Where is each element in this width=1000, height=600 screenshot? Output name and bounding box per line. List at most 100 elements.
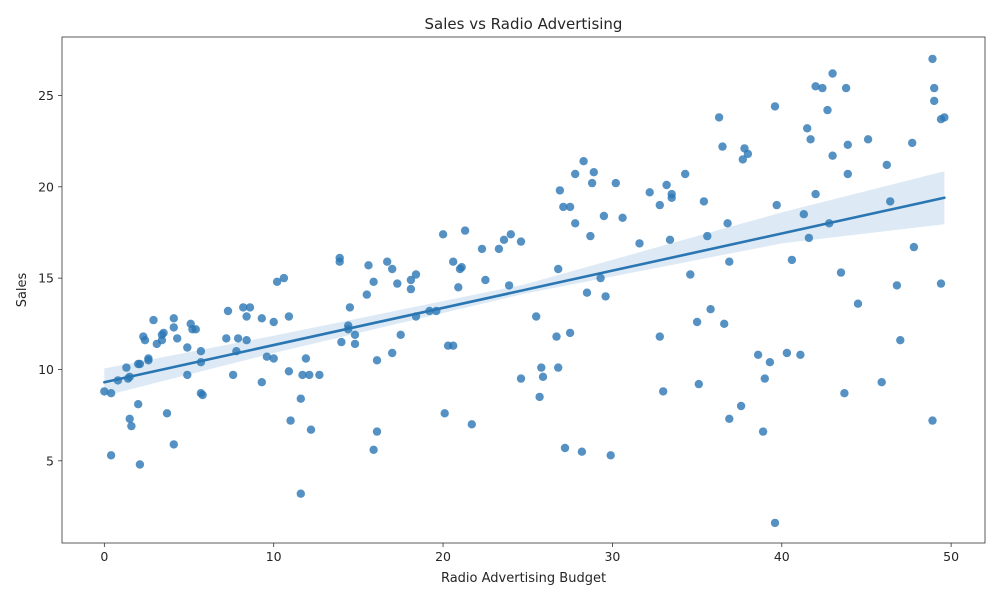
data-point	[169, 440, 178, 449]
data-point	[440, 409, 449, 418]
data-point	[928, 54, 937, 64]
data-point	[350, 339, 360, 349]
data-point	[877, 378, 886, 387]
data-point	[269, 354, 278, 363]
data-point	[896, 336, 905, 345]
data-point	[284, 312, 294, 321]
x-tick-label: 40	[774, 549, 790, 564]
data-point	[930, 96, 939, 106]
data-point	[782, 348, 792, 358]
data-point	[296, 394, 305, 403]
data-point	[606, 451, 615, 460]
data-point	[659, 387, 668, 396]
data-point	[645, 188, 654, 197]
y-tick-label: 20	[38, 179, 54, 194]
data-point	[565, 202, 575, 212]
data-point	[706, 305, 715, 314]
data-point	[315, 370, 324, 380]
data-point	[703, 231, 712, 241]
data-point	[350, 330, 360, 339]
data-point	[372, 427, 382, 436]
x-tick-label: 20	[435, 549, 451, 564]
data-point	[599, 211, 609, 221]
data-point	[135, 460, 145, 469]
data-point	[892, 281, 902, 290]
y-axis-ticks: 5 10 15 20 25	[38, 88, 62, 468]
data-point	[183, 370, 192, 380]
data-point	[863, 135, 873, 144]
data-point	[481, 275, 490, 285]
data-point	[618, 213, 627, 222]
data-point	[494, 244, 504, 254]
data-point	[135, 359, 145, 369]
data-point	[758, 427, 768, 436]
data-point	[222, 334, 231, 343]
data-point	[560, 443, 570, 453]
data-point	[537, 363, 546, 372]
data-point	[228, 370, 238, 380]
data-point	[411, 270, 421, 279]
data-point	[383, 257, 392, 266]
data-point	[535, 392, 544, 402]
data-point	[787, 255, 797, 265]
data-point	[438, 230, 448, 239]
data-point	[586, 231, 595, 241]
data-point	[191, 325, 200, 334]
data-point	[571, 169, 580, 179]
y-tick-label: 15	[38, 271, 54, 286]
data-point	[296, 489, 305, 498]
data-point	[106, 451, 116, 460]
data-point	[272, 277, 282, 286]
data-point	[257, 314, 266, 323]
data-point	[823, 105, 832, 115]
data-point	[811, 82, 820, 91]
data-point	[372, 356, 382, 365]
data-point	[571, 219, 580, 228]
confidence-band	[104, 171, 945, 396]
data-point	[853, 299, 863, 308]
data-points-layer	[100, 54, 949, 528]
data-point	[589, 168, 598, 177]
data-point	[396, 330, 405, 339]
data-point	[449, 341, 458, 350]
data-point	[477, 244, 487, 254]
data-point	[555, 186, 565, 195]
x-tick-label: 10	[266, 549, 282, 564]
data-point	[908, 138, 917, 148]
data-point	[804, 233, 814, 243]
chart-title: Sales vs Radio Advertising	[425, 15, 623, 33]
data-point	[765, 358, 775, 367]
data-point	[803, 124, 812, 133]
data-point	[554, 363, 563, 372]
data-point	[796, 350, 805, 359]
data-point	[611, 178, 620, 188]
x-tick-label: 0	[100, 549, 108, 564]
data-point	[532, 312, 541, 321]
data-point	[596, 273, 605, 283]
data-point	[559, 202, 568, 212]
data-point	[662, 180, 671, 190]
data-point	[454, 283, 463, 292]
confidence-band-layer	[104, 171, 945, 396]
data-point	[714, 113, 724, 122]
data-point	[886, 197, 895, 206]
data-point	[286, 416, 295, 425]
data-point	[169, 323, 178, 332]
data-point	[460, 226, 470, 235]
data-point	[601, 292, 610, 301]
x-tick-label: 30	[604, 549, 620, 564]
data-point	[269, 317, 278, 327]
data-point	[587, 178, 597, 188]
data-point	[930, 83, 939, 93]
data-point	[655, 200, 664, 210]
data-point	[140, 336, 150, 345]
data-point	[506, 230, 515, 239]
data-point	[840, 389, 849, 398]
data-point	[122, 363, 131, 372]
data-point	[449, 257, 458, 266]
data-point	[725, 414, 734, 423]
data-point	[928, 416, 937, 425]
data-point	[882, 160, 891, 170]
data-point	[554, 264, 563, 274]
